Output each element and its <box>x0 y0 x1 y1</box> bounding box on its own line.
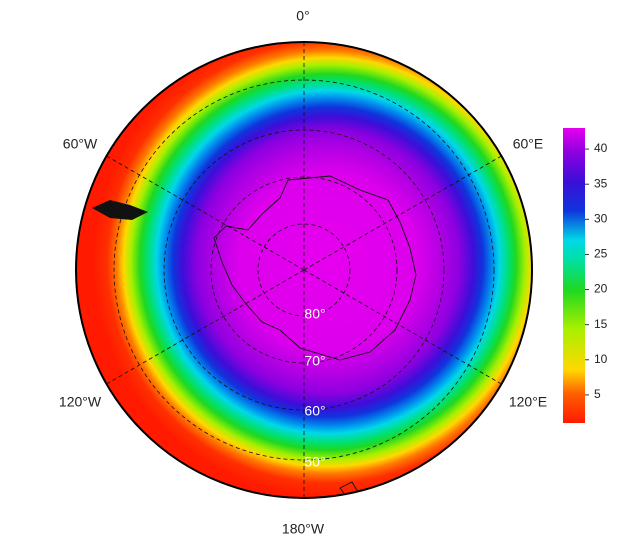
colorbar-tick-label: 25 <box>594 247 608 261</box>
longitude-label: 60°E <box>513 136 544 152</box>
meridian <box>106 155 305 271</box>
antarctica-coastline <box>213 175 417 361</box>
colorbar-tick-label: 35 <box>594 176 608 190</box>
colorbar-tick-label: 10 <box>594 352 608 366</box>
graticule <box>106 42 502 498</box>
latitude-label: 70° <box>304 353 325 369</box>
latitude-label: 50° <box>304 454 325 470</box>
latitude-circle <box>113 79 495 461</box>
south-america-tip <box>92 200 148 220</box>
latitude-label: 60° <box>304 403 325 419</box>
colorbar-tick-label: 20 <box>594 282 608 296</box>
meridian <box>303 155 502 271</box>
colorbar-tick-label: 40 <box>594 141 608 155</box>
longitude-label: 120°W <box>59 394 102 410</box>
colorbar-tick-label: 30 <box>594 211 608 225</box>
colorbar-tick-label: 15 <box>594 317 608 331</box>
longitude-label: 0° <box>296 8 309 24</box>
colorbar <box>563 128 585 423</box>
longitude-label: 120°E <box>509 394 547 410</box>
colorbar-ticks: 5 10 15 20 25 30 35 40 <box>585 141 608 401</box>
meridian <box>106 269 305 385</box>
meridian <box>303 269 502 385</box>
longitude-label: 180°W <box>282 521 325 537</box>
longitude-label: 60°W <box>63 136 98 152</box>
colorbar-tick-label: 5 <box>594 387 601 401</box>
latitude-label: 80° <box>304 306 325 322</box>
